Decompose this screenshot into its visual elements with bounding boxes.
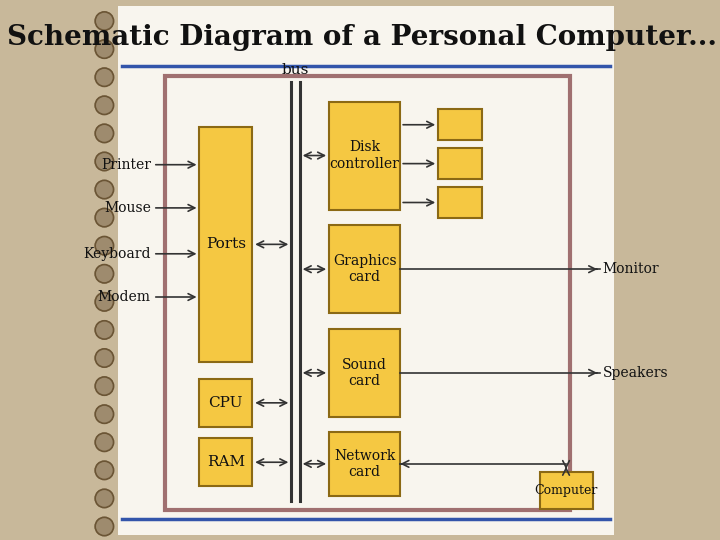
Bar <box>438 109 482 140</box>
Text: bus: bus <box>282 63 309 77</box>
Circle shape <box>95 68 114 86</box>
Circle shape <box>95 461 114 480</box>
Circle shape <box>95 293 114 311</box>
Circle shape <box>95 321 114 339</box>
Bar <box>166 76 570 510</box>
Circle shape <box>95 180 114 199</box>
Circle shape <box>95 517 114 536</box>
Circle shape <box>95 124 114 143</box>
Bar <box>329 102 400 210</box>
Circle shape <box>95 208 114 227</box>
Circle shape <box>95 96 114 114</box>
Text: Computer: Computer <box>534 484 598 497</box>
Text: Ports: Ports <box>206 238 246 251</box>
Text: Schematic Diagram of a Personal Computer...: Schematic Diagram of a Personal Computer… <box>7 24 718 51</box>
Bar <box>329 329 400 417</box>
Bar <box>539 472 593 509</box>
Text: Disk
controller: Disk controller <box>330 140 400 171</box>
Text: Speakers: Speakers <box>603 366 668 380</box>
Circle shape <box>95 377 114 395</box>
Circle shape <box>95 405 114 423</box>
Text: RAM: RAM <box>207 455 245 469</box>
Bar <box>329 225 400 313</box>
Bar <box>199 438 252 486</box>
Text: Network
card: Network card <box>334 449 395 479</box>
Bar <box>438 148 482 179</box>
Circle shape <box>95 152 114 171</box>
Text: Keyboard: Keyboard <box>84 247 150 261</box>
Circle shape <box>95 40 114 58</box>
Text: Modem: Modem <box>98 290 150 304</box>
Text: CPU: CPU <box>209 396 243 410</box>
Circle shape <box>95 433 114 451</box>
Bar <box>199 127 252 362</box>
Circle shape <box>95 489 114 508</box>
Bar <box>199 379 252 427</box>
Bar <box>438 187 482 218</box>
Text: Graphics
card: Graphics card <box>333 254 397 284</box>
Circle shape <box>95 12 114 30</box>
Circle shape <box>95 237 114 255</box>
Text: Monitor: Monitor <box>603 262 660 276</box>
Text: Sound
card: Sound card <box>342 358 387 388</box>
Bar <box>329 432 400 496</box>
Text: Printer: Printer <box>101 158 150 172</box>
Circle shape <box>95 265 114 283</box>
Circle shape <box>95 349 114 367</box>
Text: Mouse: Mouse <box>104 201 150 215</box>
